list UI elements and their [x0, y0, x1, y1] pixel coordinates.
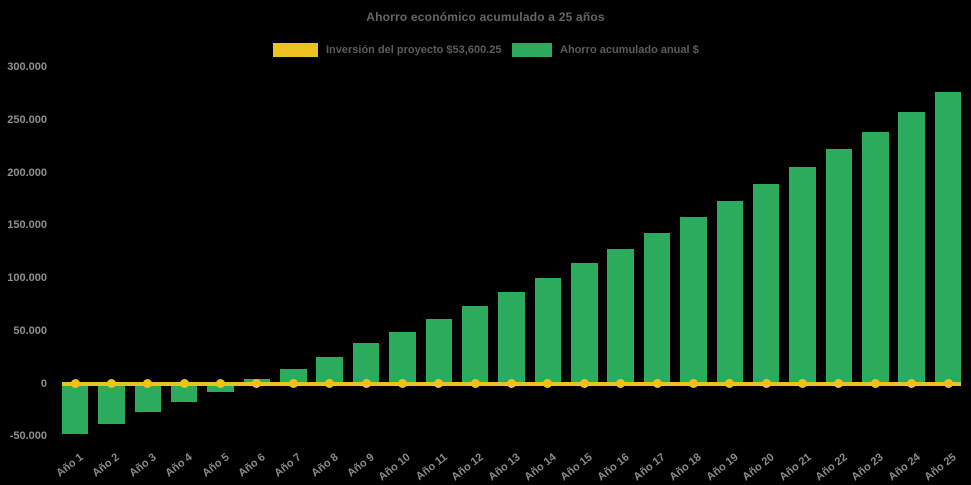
- bar: [498, 291, 525, 384]
- line-marker: [70, 379, 80, 388]
- y-tick-label: 300.000: [7, 61, 47, 74]
- y-tick-label: 100.000: [7, 272, 47, 285]
- line-marker: [143, 379, 153, 388]
- line-marker: [943, 379, 953, 388]
- legend-label-investment: Inversión del proyecto $53,600.25: [326, 44, 502, 56]
- bar: [571, 263, 598, 384]
- bar: [934, 92, 962, 384]
- legend-swatch-investment: [273, 43, 318, 57]
- bar: [352, 343, 380, 384]
- legend-label-savings: Ahorro acumulado anual $: [560, 44, 699, 56]
- bar: [825, 148, 853, 384]
- line-marker: [579, 379, 589, 388]
- y-tick-label: 0: [40, 377, 47, 390]
- line-marker: [179, 379, 189, 388]
- line-marker: [652, 379, 662, 388]
- line-marker: [543, 379, 553, 388]
- line-marker: [616, 379, 626, 388]
- line-marker: [361, 379, 371, 388]
- legend-swatch-savings: [512, 43, 552, 57]
- bar: [134, 383, 161, 413]
- line-marker: [106, 379, 116, 388]
- bar: [898, 112, 925, 384]
- y-tick-label: -50.000: [9, 430, 47, 443]
- line-marker: [434, 379, 444, 388]
- line-marker: [397, 379, 407, 388]
- line-marker: [216, 379, 225, 388]
- line-marker: [725, 379, 735, 388]
- line-marker: [325, 379, 335, 388]
- bar: [461, 305, 489, 384]
- legend-item-savings: Ahorro acumulado anual $: [512, 42, 699, 58]
- bar: [389, 332, 416, 384]
- bar: [170, 383, 198, 402]
- y-tick-label: 150.000: [7, 219, 47, 232]
- bar: [280, 368, 307, 384]
- y-tick-label: 200.000: [7, 166, 47, 179]
- legend-item-investment: Inversión del proyecto $53,600.25: [273, 42, 501, 58]
- y-tick-label: 50.000: [13, 324, 47, 337]
- bar: [98, 383, 125, 425]
- chart-title: Ahorro económico acumulado a 25 años: [366, 10, 605, 24]
- line-marker: [470, 379, 480, 388]
- bar: [752, 184, 780, 384]
- line-marker: [688, 379, 698, 388]
- line-marker: [870, 379, 880, 388]
- bar: [789, 166, 816, 384]
- line-marker: [507, 379, 516, 388]
- line-marker: [761, 379, 771, 388]
- bar: [680, 217, 707, 384]
- line-marker: [834, 379, 844, 388]
- bar: [607, 249, 634, 384]
- y-tick-label: 250.000: [7, 114, 47, 126]
- bar: [425, 319, 452, 384]
- line-marker: [252, 379, 262, 388]
- line-marker: [907, 379, 917, 388]
- bar: [862, 131, 889, 384]
- bar: [534, 278, 562, 384]
- line-marker: [288, 379, 298, 388]
- bar: [716, 201, 743, 384]
- bar: [643, 232, 671, 384]
- bar: [61, 383, 89, 435]
- line-marker: [798, 379, 807, 388]
